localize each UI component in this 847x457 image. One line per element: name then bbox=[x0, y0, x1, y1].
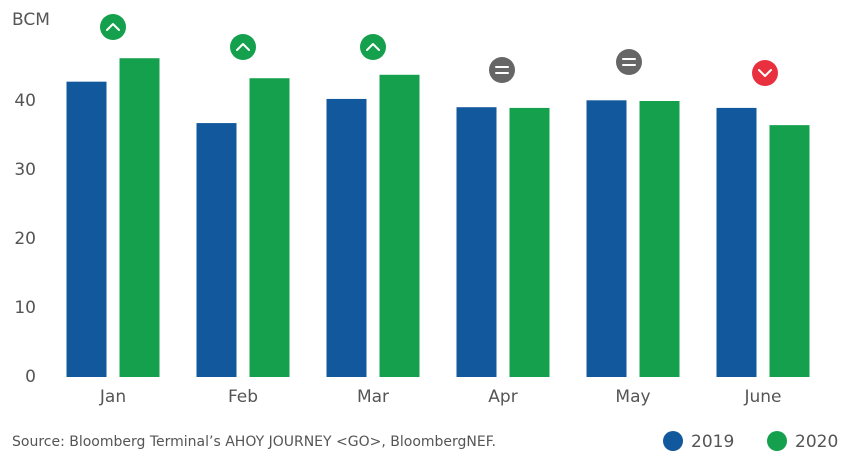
bar bbox=[639, 101, 680, 377]
y-tick-label: 40 bbox=[14, 91, 36, 111]
legend-swatch bbox=[767, 431, 787, 451]
bar bbox=[196, 123, 237, 377]
bar bbox=[769, 125, 810, 378]
y-tick-label: 0 bbox=[25, 367, 36, 387]
y-tick-label: 10 bbox=[14, 298, 36, 318]
y-tick-label: 30 bbox=[14, 160, 36, 180]
y-axis-label: BCM bbox=[12, 10, 50, 30]
equal-icon bbox=[616, 49, 642, 75]
y-tick-label: 20 bbox=[14, 229, 36, 249]
bar bbox=[326, 98, 367, 378]
up-icon bbox=[360, 34, 386, 60]
bar bbox=[456, 107, 497, 378]
legend-swatch bbox=[663, 431, 683, 451]
legend-label: 2019 bbox=[691, 432, 734, 452]
equal-icon bbox=[489, 57, 515, 83]
source: Source: Bloomberg Terminal’s AHOY JOURNE… bbox=[12, 434, 496, 450]
up-icon bbox=[230, 34, 256, 60]
bar bbox=[249, 78, 290, 377]
x-tick-label: June bbox=[743, 387, 781, 407]
legend-label: 2020 bbox=[795, 432, 838, 452]
bar bbox=[509, 107, 550, 378]
bar bbox=[379, 74, 420, 377]
bar bbox=[586, 100, 627, 377]
x-tick-label: Apr bbox=[488, 387, 517, 407]
bar bbox=[716, 107, 757, 378]
trend-icons bbox=[100, 14, 778, 86]
x-tick-label: May bbox=[615, 387, 650, 407]
x-tick-label: Feb bbox=[228, 387, 258, 407]
bar bbox=[66, 81, 107, 378]
bar bbox=[119, 58, 160, 377]
x-tick-label: Mar bbox=[357, 387, 389, 407]
down-icon bbox=[752, 60, 778, 86]
up-icon bbox=[100, 14, 126, 40]
x-tick-label: Jan bbox=[99, 387, 126, 407]
